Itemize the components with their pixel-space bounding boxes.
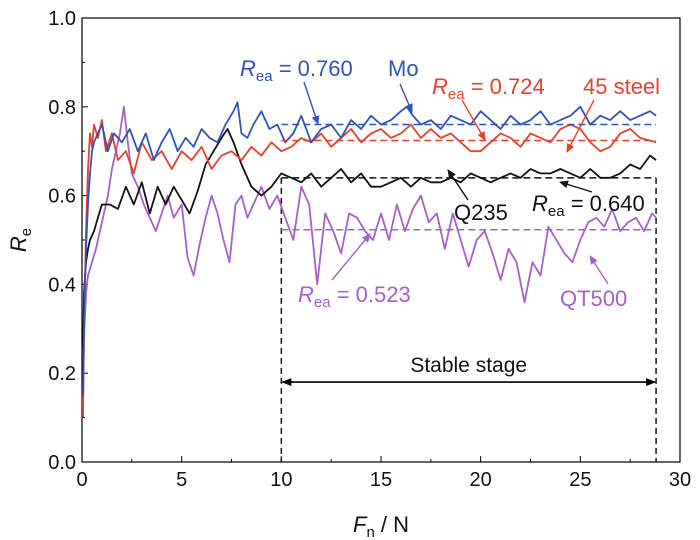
y-tick-label: 0.4: [48, 274, 76, 296]
steel45-reference-label-main: R: [432, 74, 448, 99]
qt500-series-arrow: [589, 255, 609, 285]
mo-reference-arrow: [303, 81, 320, 125]
y-axis-label: Re: [6, 228, 35, 252]
mo-reference-label-value: = 0.760: [273, 56, 353, 81]
mo-series-arrow: [399, 83, 413, 113]
q235-reference-label-main: R: [532, 191, 548, 216]
series-line-45-steel: [82, 119, 657, 418]
q235-series-label: Q235: [454, 200, 508, 225]
x-tick-label: 5: [176, 469, 187, 491]
q235-reference-label-value: = 0.640: [565, 191, 645, 216]
qt500-reference-arrow: [331, 233, 371, 281]
y-tick-label: 0.8: [48, 97, 76, 119]
mo-reference-label: Rea = 0.760: [240, 56, 353, 85]
x-tick-label: 20: [470, 469, 492, 491]
steel45-reference-label-value: = 0.724: [465, 74, 545, 99]
series-line-qt500: [82, 105, 657, 409]
steel45-series-arrow: [566, 99, 595, 153]
x-axis-label-unit: / N: [375, 512, 409, 537]
x-axis-label-main: F: [353, 512, 368, 537]
steel45-reference-label-sub: ea: [448, 86, 465, 103]
y-tick-label: 0.0: [48, 452, 76, 474]
x-tick-label: 0: [76, 469, 87, 491]
y-tick-label: 0.6: [48, 186, 76, 208]
x-tick-label: 30: [669, 469, 691, 491]
x-tick-label: 10: [270, 469, 292, 491]
series-line-q235: [82, 128, 657, 352]
y-tick-label: 0.2: [48, 363, 76, 385]
q235-reference-label: Rea = 0.640: [532, 191, 645, 220]
qt500-series-label: QT500: [560, 286, 627, 311]
qt500-reference-label-value: = 0.523: [331, 282, 411, 307]
steel45-reference-arrow: [461, 99, 486, 141]
steel45-reference-label: Rea = 0.724: [432, 74, 545, 103]
stable-stage-label: Stable stage: [410, 354, 527, 377]
x-tick-label: 15: [370, 469, 392, 491]
steel45-series-label: 45 steel: [583, 74, 660, 99]
x-axis-label: Fn / N: [353, 512, 409, 540]
y-axis-label-sub: e: [18, 228, 35, 236]
mo-reference-label-main: R: [240, 56, 256, 81]
qt500-reference-label-sub: ea: [314, 294, 331, 311]
x-tick-label: 25: [569, 469, 591, 491]
mo-reference-label-sub: ea: [256, 68, 273, 85]
qt500-reference-label: Rea = 0.523: [298, 282, 411, 311]
mo-series-label: Mo: [388, 56, 419, 81]
y-tick-label: 1.0: [48, 8, 76, 30]
x-axis-label-sub: n: [366, 524, 374, 540]
qt500-reference-label-main: R: [298, 282, 314, 307]
q235-reference-label-sub: ea: [548, 203, 565, 220]
q235-series-arrow: [447, 169, 469, 201]
q235-reference-arrow: [559, 180, 593, 193]
y-axis-label-main: R: [6, 236, 31, 252]
series-line-mo: [82, 101, 657, 396]
